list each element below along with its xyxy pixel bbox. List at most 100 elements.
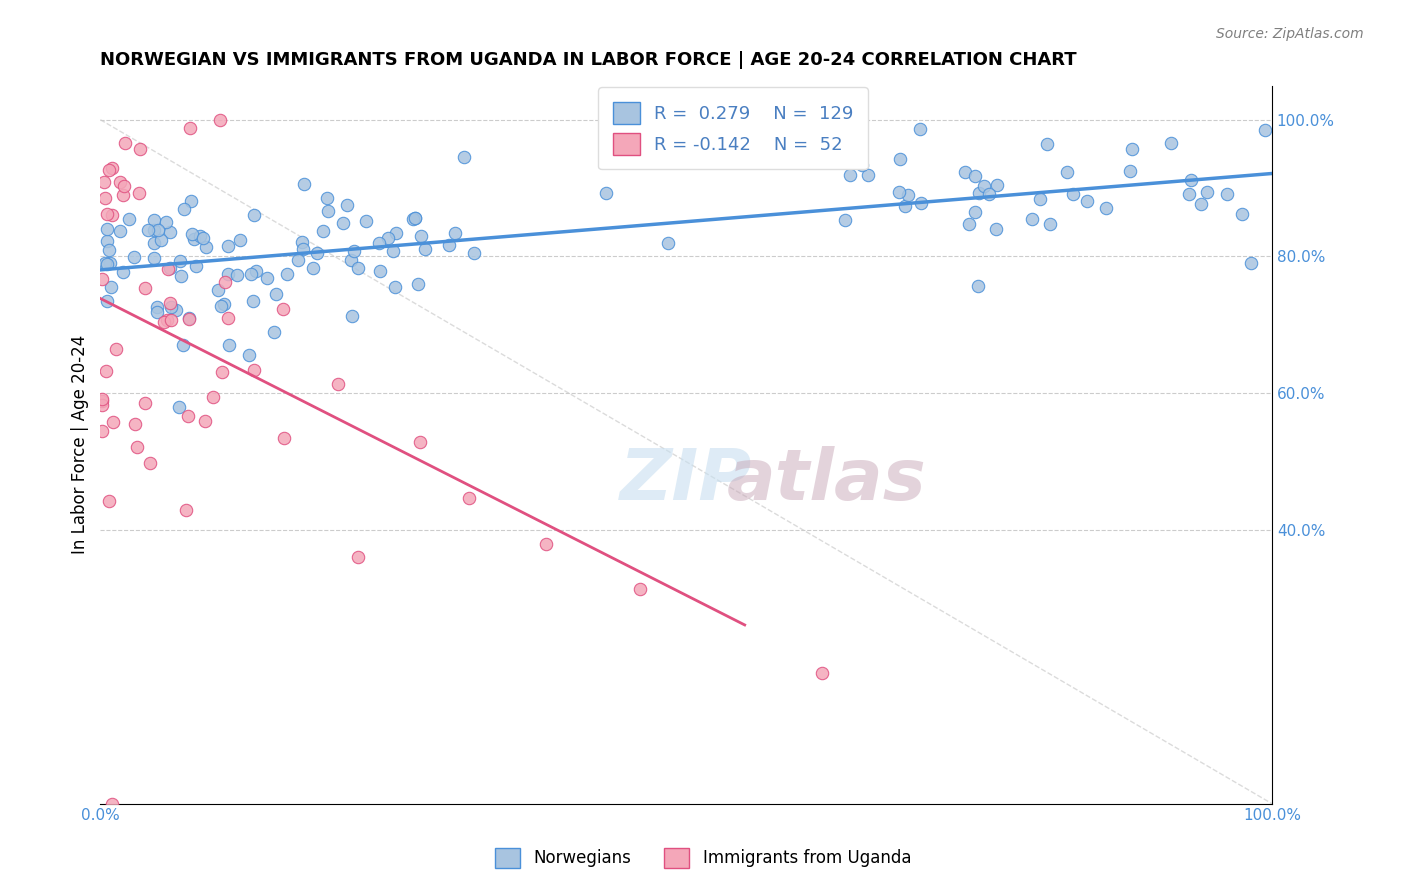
Point	[112, 265, 135, 279]
Point	[155, 215, 177, 229]
Point	[953, 165, 976, 179]
Point	[97, 494, 120, 508]
Point	[1197, 186, 1219, 200]
Point	[404, 211, 426, 225]
Point	[256, 271, 278, 285]
Point	[108, 175, 131, 189]
Point	[889, 153, 911, 167]
Point	[96, 294, 118, 309]
Point	[1021, 212, 1043, 227]
Point	[218, 239, 240, 253]
Point	[897, 188, 920, 202]
Point	[887, 185, 910, 199]
Point	[211, 365, 233, 379]
Point	[101, 415, 124, 429]
Point	[212, 297, 235, 311]
Point	[367, 235, 389, 250]
Point	[984, 221, 1007, 235]
Point	[965, 205, 987, 219]
Point	[347, 550, 370, 565]
Point	[217, 310, 239, 325]
Point	[347, 260, 370, 275]
Point	[170, 268, 193, 283]
Point	[1189, 196, 1212, 211]
Point	[217, 267, 239, 281]
Point	[340, 310, 363, 324]
Point	[271, 302, 294, 317]
Point	[157, 262, 180, 277]
Point	[128, 142, 150, 156]
Point	[957, 217, 980, 231]
Point	[142, 213, 165, 227]
Point	[101, 208, 124, 222]
Point	[1230, 207, 1253, 221]
Point	[229, 233, 252, 247]
Point	[146, 305, 169, 319]
Point	[94, 364, 117, 378]
Point	[214, 275, 236, 289]
Point	[188, 229, 211, 244]
Point	[326, 377, 349, 392]
Point	[856, 169, 879, 183]
Point	[354, 214, 377, 228]
Point	[172, 338, 194, 352]
Point	[208, 112, 231, 127]
Point	[1036, 136, 1059, 151]
Point	[243, 363, 266, 377]
Point	[437, 238, 460, 252]
Point	[134, 281, 156, 295]
Point	[534, 537, 557, 551]
Point	[264, 287, 287, 301]
Point	[811, 665, 834, 680]
Point	[966, 279, 988, 293]
Point	[238, 347, 260, 361]
Point	[96, 257, 118, 271]
Point	[910, 195, 932, 210]
Point	[404, 211, 426, 225]
Point	[415, 242, 437, 256]
Point	[1039, 217, 1062, 231]
Point	[173, 202, 195, 216]
Point	[1180, 173, 1202, 187]
Point	[977, 186, 1000, 201]
Point	[98, 243, 121, 257]
Point	[136, 223, 159, 237]
Point	[343, 244, 366, 258]
Point	[402, 211, 425, 226]
Point	[1062, 186, 1084, 201]
Point	[125, 440, 148, 454]
Point	[122, 250, 145, 264]
Point	[463, 246, 485, 260]
Point	[340, 252, 363, 267]
Point	[385, 226, 408, 240]
Point	[91, 392, 114, 407]
Point	[179, 120, 201, 135]
Point	[1076, 194, 1098, 209]
Point	[382, 244, 405, 258]
Point	[245, 264, 267, 278]
Point	[91, 398, 114, 412]
Point	[153, 315, 176, 329]
Point	[94, 256, 117, 270]
Point	[156, 312, 179, 326]
Point	[263, 325, 285, 339]
Point	[332, 216, 354, 230]
Point	[242, 294, 264, 309]
Point	[453, 150, 475, 164]
Point	[226, 268, 249, 282]
Point	[169, 253, 191, 268]
Point	[165, 302, 187, 317]
Point	[177, 409, 200, 424]
Legend: Norwegians, Immigrants from Uganda: Norwegians, Immigrants from Uganda	[488, 841, 918, 875]
Point	[159, 301, 181, 315]
Point	[159, 225, 181, 239]
Point	[108, 223, 131, 237]
Point	[143, 223, 166, 237]
Legend: R =  0.279    N =  129, R = -0.142    N =  52: R = 0.279 N = 129, R = -0.142 N = 52	[598, 87, 868, 169]
Point	[183, 232, 205, 246]
Point	[112, 187, 135, 202]
Point	[202, 390, 225, 404]
Point	[967, 186, 990, 201]
Point	[150, 233, 173, 247]
Point	[134, 395, 156, 409]
